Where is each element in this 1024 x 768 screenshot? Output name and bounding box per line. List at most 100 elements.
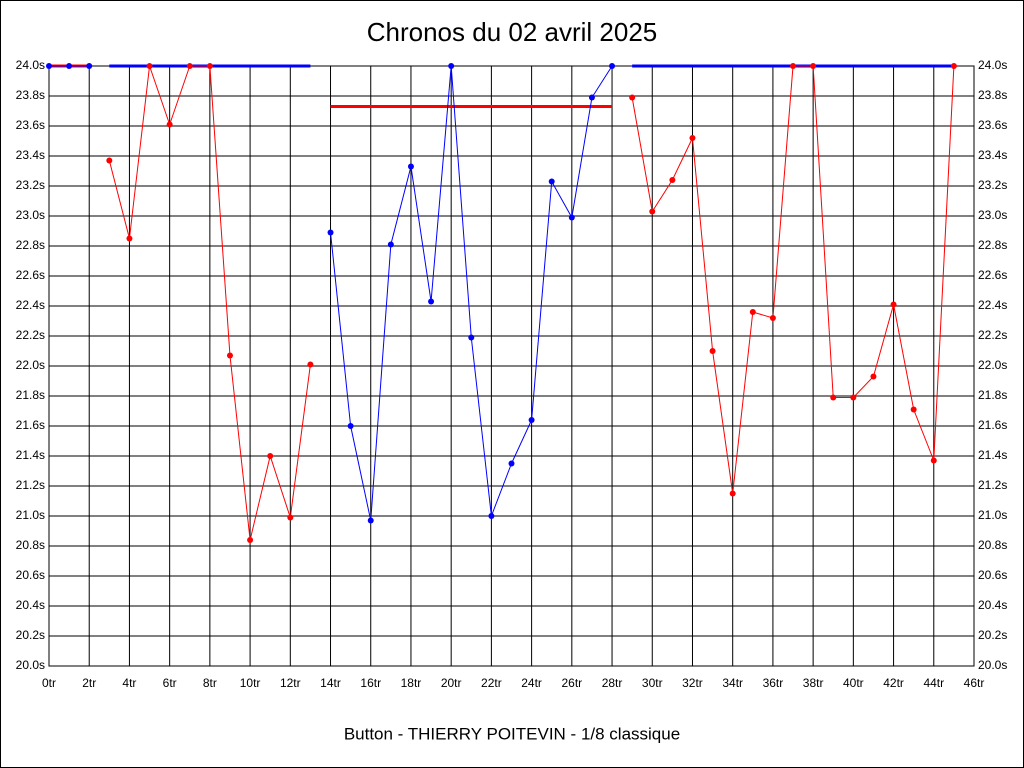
y-tick-label: 20.0s — [16, 658, 45, 672]
y-tick-label: 20.6s — [16, 568, 45, 582]
y-tick-label: 21.0s — [16, 508, 45, 522]
y2-tick-label: 22.8s — [978, 238, 1007, 252]
data-point — [347, 423, 354, 429]
x-tick-label: 44tr — [923, 676, 944, 690]
data-point — [367, 517, 374, 524]
x-axis-label: Button - THIERRY POITEVIN - 1/8 classiqu… — [344, 724, 680, 743]
x-tick-label: 6tr — [163, 676, 177, 690]
x-tick-label: 42tr — [883, 676, 904, 690]
data-point — [588, 94, 595, 101]
y2-tick-label: 21.0s — [978, 508, 1007, 522]
data-point — [769, 315, 776, 321]
data-point — [488, 513, 495, 519]
data-point — [448, 63, 455, 69]
y-tick-label: 22.0s — [16, 358, 45, 372]
x-tick-label: 38tr — [803, 676, 824, 690]
y2-tick-label: 23.8s — [978, 88, 1007, 102]
data-point — [609, 63, 616, 69]
y2-tick-label: 22.6s — [978, 268, 1007, 282]
y-tick-label: 23.8s — [16, 88, 45, 102]
y-tick-label: 23.2s — [16, 178, 45, 192]
data-point — [226, 352, 233, 359]
y2-tick-label: 21.2s — [978, 478, 1007, 492]
y2-tick-label: 22.2s — [978, 328, 1007, 342]
data-point — [568, 214, 575, 221]
x-tick-label: 20tr — [441, 676, 462, 690]
data-point — [267, 453, 274, 459]
data-point — [307, 361, 314, 368]
y2-tick-label: 21.4s — [978, 448, 1007, 462]
y-tick-label: 21.6s — [16, 418, 45, 432]
y2-tick-label: 23.2s — [978, 178, 1007, 192]
x-tick-label: 4tr — [122, 676, 136, 690]
chart-title: Chronos du 02 avril 2025 — [367, 17, 658, 47]
data-point — [186, 63, 193, 69]
data-point — [166, 121, 173, 128]
x-tick-label: 2tr — [82, 676, 96, 690]
data-point — [548, 178, 555, 185]
data-point — [407, 163, 414, 170]
y-tick-label: 21.8s — [16, 388, 45, 402]
y-tick-label: 22.8s — [16, 238, 45, 252]
data-point — [850, 394, 857, 401]
data-point — [468, 334, 475, 341]
data-point — [669, 177, 676, 183]
y-tick-label: 24.0s — [16, 58, 45, 72]
y-tick-label: 23.6s — [16, 118, 45, 132]
x-tick-label: 36tr — [763, 676, 784, 690]
x-tick-label: 10tr — [240, 676, 261, 690]
data-point — [790, 63, 797, 69]
y2-tick-label: 20.4s — [978, 598, 1007, 612]
data-point — [66, 63, 73, 69]
y-tick-label: 20.4s — [16, 598, 45, 612]
data-point — [428, 298, 435, 305]
y2-tick-label: 24.0s — [978, 58, 1007, 72]
y2-tick-label: 23.0s — [978, 208, 1007, 222]
data-point — [247, 537, 254, 543]
data-point — [106, 157, 113, 164]
data-point — [810, 63, 817, 69]
y2-tick-label: 20.0s — [978, 658, 1007, 672]
data-point — [327, 229, 334, 236]
y-tick-label: 20.8s — [16, 538, 45, 552]
x-tick-label: 16tr — [360, 676, 381, 690]
x-tick-label: 26tr — [561, 676, 582, 690]
data-point — [689, 135, 696, 141]
y-tick-label: 22.2s — [16, 328, 45, 342]
y2-tick-label: 21.6s — [978, 418, 1007, 432]
data-point — [387, 241, 394, 248]
data-point — [629, 94, 636, 101]
data-point — [950, 63, 957, 69]
y2-tick-label: 22.4s — [978, 298, 1007, 312]
x-tick-label: 24tr — [521, 676, 542, 690]
y-tick-label: 22.4s — [16, 298, 45, 312]
x-tick-label: 8tr — [203, 676, 217, 690]
x-tick-label: 12tr — [280, 676, 301, 690]
x-tick-label: 40tr — [843, 676, 864, 690]
y2-tick-label: 20.6s — [978, 568, 1007, 582]
y2-tick-label: 20.8s — [978, 538, 1007, 552]
y-tick-label: 20.2s — [16, 628, 45, 642]
data-point — [709, 348, 716, 354]
x-tick-label: 30tr — [642, 676, 663, 690]
data-point — [126, 235, 133, 242]
y2-tick-label: 23.6s — [978, 118, 1007, 132]
x-tick-label: 32tr — [682, 676, 703, 690]
y2-tick-label: 21.8s — [978, 388, 1007, 402]
x-tick-label: 22tr — [481, 676, 502, 690]
x-tick-label: 0tr — [42, 676, 56, 690]
x-tick-label: 28tr — [602, 676, 623, 690]
y-tick-label: 23.0s — [16, 208, 45, 222]
y-tick-label: 22.6s — [16, 268, 45, 282]
data-point — [528, 417, 535, 423]
y2-tick-label: 23.4s — [978, 148, 1007, 162]
data-point — [46, 63, 52, 69]
data-point — [749, 309, 756, 315]
x-tick-label: 46tr — [964, 676, 985, 690]
data-point — [86, 63, 93, 69]
y-tick-label: 21.4s — [16, 448, 45, 462]
x-tick-label: 34tr — [722, 676, 743, 690]
data-point — [287, 514, 294, 521]
y-tick-label: 23.4s — [16, 148, 45, 162]
data-point — [930, 457, 937, 464]
